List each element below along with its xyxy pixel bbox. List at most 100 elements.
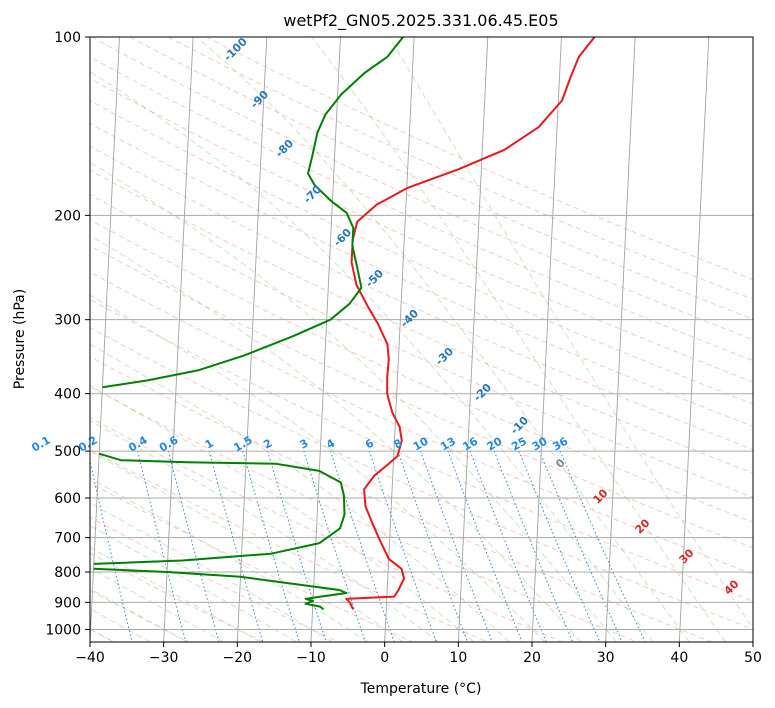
- isotherm-line: [457, 37, 489, 642]
- dry-adiabat-line: [90, 122, 753, 427]
- x-tick-label: 30: [597, 650, 615, 666]
- series-line-1: [345, 37, 596, 610]
- dry-adiabat-label: -50: [363, 267, 386, 290]
- dry-adiabat-line: [90, 298, 753, 602]
- moist-adiabat-line: [196, 37, 690, 642]
- dry-adiabat-line: [90, 552, 263, 642]
- moist-adiabat-line: [311, 37, 726, 642]
- mixing-ratio-label: 1: [203, 437, 216, 452]
- dry-adiabat-label: -60: [331, 226, 354, 249]
- x-tick-label: 10: [449, 650, 467, 666]
- moist-adiabat-label: 0: [553, 456, 568, 471]
- isotherm-line: [310, 37, 341, 642]
- isotherm-line: [605, 37, 636, 642]
- y-tick-label: 900: [54, 595, 81, 611]
- dry-adiabat-line: [90, 245, 753, 549]
- moist-adiabat-line: [388, 37, 753, 630]
- moist-adiabat-line: [90, 234, 582, 642]
- isotherm-line: [236, 37, 268, 642]
- mixing-ratio-label: 4: [324, 436, 337, 451]
- mixing-ratio-line: [208, 450, 264, 642]
- isotherm-line: [163, 37, 194, 642]
- data-layer: [93, 37, 596, 611]
- y-axis-label: Pressure (hPa): [12, 289, 28, 389]
- mixing-ratio-line: [397, 450, 468, 642]
- dry-adiabat-line: [90, 194, 753, 498]
- y-tick-label: 700: [54, 531, 81, 547]
- line-label-layer: -100-90-80-70-60-50-40-30-20-100.1 0.2 0.4…: [29, 35, 741, 598]
- x-axis: −40 −30 −20 −10 0 10 20 30 40 50: [75, 642, 762, 666]
- isotherm-line: [678, 37, 710, 642]
- y-tick-label: 1000: [45, 622, 81, 638]
- x-tick-label: −10: [296, 650, 326, 666]
- mixing-ratio-line: [469, 450, 547, 642]
- series-line-2: [102, 37, 404, 389]
- dry-adiabat-label: -70: [301, 183, 324, 206]
- x-tick-label: 0: [380, 650, 389, 666]
- moist-adiabat-label: 10: [591, 486, 611, 506]
- dry-adiabat-line: [90, 589, 189, 642]
- isotherm-line: [384, 37, 415, 642]
- mixing-ratio-line: [242, 450, 300, 642]
- dry-adiabat-label: -10: [508, 414, 531, 437]
- mixing-ratio-line: [559, 450, 646, 642]
- mixing-ratio-line: [303, 450, 366, 642]
- mixing-ratio-label: 0.1: [29, 434, 52, 455]
- dry-adiabat-line: [90, 386, 636, 642]
- mixing-ratio-label: 2: [261, 437, 274, 452]
- moist-adiabat-line: [90, 477, 368, 642]
- x-tick-label: 40: [670, 650, 688, 666]
- mixing-ratio-label: 8: [392, 437, 405, 452]
- dry-adiabat-line: [90, 145, 753, 450]
- mixing-ratio-line: [447, 450, 523, 642]
- dry-adiabat-line: [91, 37, 753, 341]
- x-tick-label: −20: [223, 650, 253, 666]
- series-line-4: [93, 567, 348, 611]
- grid-layer: [90, 37, 753, 642]
- dry-adiabat-label: -40: [398, 307, 421, 330]
- dry-adiabat-line: [90, 417, 562, 642]
- mixing-ratio-line: [329, 450, 395, 642]
- dry-adiabat-line: [90, 169, 753, 474]
- dry-adiabat-label: -20: [471, 381, 494, 404]
- dry-adiabat-line: [90, 271, 753, 575]
- mixing-ratio-line: [137, 450, 187, 642]
- moist-adiabat-line: [90, 546, 261, 642]
- isotherm-line: [531, 37, 562, 642]
- y-tick-label: 100: [54, 30, 81, 46]
- isotherm-line: [90, 37, 120, 642]
- isotherm-line: [752, 632, 753, 642]
- dry-adiabat-line: [90, 78, 753, 383]
- x-axis-label: Temperature (°C): [360, 681, 482, 697]
- x-tick-label: 20: [523, 650, 541, 666]
- dry-adiabat-line: [90, 516, 338, 642]
- dry-adiabat-label: -100: [221, 35, 250, 64]
- moist-adiabat-line: [90, 450, 404, 642]
- y-tick-label: 600: [54, 491, 81, 507]
- dry-adiabat-label: -30: [433, 345, 456, 368]
- series-line-3: [93, 452, 346, 565]
- y-tick-label: 400: [54, 387, 81, 403]
- dry-adiabat-line: [90, 327, 753, 630]
- dry-adiabat-line: [90, 482, 412, 642]
- moist-adiabat-line: [90, 161, 618, 642]
- dry-adiabat-line: [129, 37, 753, 320]
- moist-adiabat-line: [90, 71, 654, 642]
- moist-adiabat-line: [90, 567, 225, 642]
- x-tick-label: −30: [149, 650, 179, 666]
- x-tick-label: −40: [75, 650, 105, 666]
- dry-adiabat-line: [90, 56, 753, 362]
- moist-adiabat-label: 40: [722, 577, 742, 597]
- mixing-ratio-line: [493, 450, 574, 642]
- dry-adiabat-line: [90, 449, 487, 642]
- mixing-ratio-line: [168, 450, 220, 642]
- plot-frame: [89, 36, 754, 643]
- dry-adiabat-line: [90, 100, 753, 405]
- moist-adiabat-line: [90, 419, 439, 642]
- x-tick-label: 50: [744, 650, 762, 666]
- mixing-ratio-line: [518, 450, 601, 642]
- moist-adiabat-label: 30: [677, 546, 697, 566]
- mixing-ratio-line: [368, 450, 437, 642]
- y-tick-label: 500: [54, 444, 81, 460]
